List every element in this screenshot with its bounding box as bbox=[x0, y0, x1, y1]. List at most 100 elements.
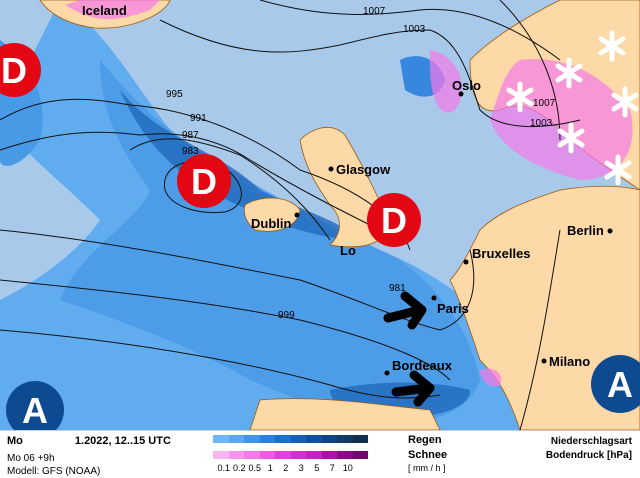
color-swatch bbox=[306, 435, 322, 443]
tick: 0.1 bbox=[217, 463, 230, 473]
city-label-dublin: Dublin bbox=[251, 216, 291, 231]
model-run: Mo 06 +9h bbox=[7, 453, 55, 464]
city-label-berlin: Berlin bbox=[567, 223, 604, 238]
low-label: D bbox=[381, 200, 407, 241]
isobar-label: 1007 bbox=[363, 6, 386, 17]
snowflake-icon bbox=[604, 154, 632, 186]
color-swatch bbox=[244, 435, 260, 443]
tick: 5 bbox=[314, 463, 320, 473]
city-dot bbox=[541, 358, 547, 364]
tick: 0.5 bbox=[248, 463, 261, 473]
color-swatch bbox=[321, 435, 337, 443]
tick: 7 bbox=[329, 463, 335, 473]
color-swatch bbox=[275, 435, 291, 443]
high-pressure-marker bbox=[591, 355, 640, 413]
color-swatch bbox=[259, 435, 275, 443]
rain-color-scale bbox=[213, 435, 368, 443]
color-swatch bbox=[306, 451, 322, 459]
snow-symbols bbox=[506, 30, 639, 186]
snow-areas bbox=[65, 0, 633, 387]
valid-time: Mo 1.2022, 12..15 UTC bbox=[7, 435, 171, 447]
low-pressure-marker bbox=[367, 193, 421, 247]
city-dot bbox=[384, 370, 390, 376]
low-label: D bbox=[1, 50, 27, 91]
tick: 0.2 bbox=[232, 463, 246, 473]
snowflake-icon bbox=[555, 57, 583, 89]
city-dot bbox=[328, 166, 334, 172]
color-swatch bbox=[228, 435, 244, 443]
city-dot bbox=[458, 91, 464, 97]
isobar-label: 1003 bbox=[403, 24, 426, 35]
low-label: D bbox=[191, 161, 217, 202]
city-label-glasgow: Glasgow bbox=[336, 162, 391, 177]
isobar-label: 999 bbox=[278, 310, 295, 321]
precipitation-pressure-map: 1007 1003 995 991 987 983 981 999 1007 1… bbox=[0, 0, 640, 430]
tick: 10 bbox=[342, 463, 353, 473]
precip-type-label: Niederschlagsart bbox=[550, 436, 632, 447]
scale-ticks: 0.1 0.2 0.5 1 2 3 5 7 10 bbox=[216, 463, 356, 473]
color-swatch bbox=[213, 435, 229, 443]
valid-time-end: 1.2022, 12..15 UTC bbox=[74, 435, 171, 447]
isobar-label: 991 bbox=[190, 113, 207, 124]
tick: 2 bbox=[283, 463, 289, 473]
color-swatch bbox=[352, 435, 368, 443]
isobar-label: 1007 bbox=[533, 98, 556, 109]
snowflake-icon bbox=[506, 81, 534, 113]
high-label: A bbox=[607, 364, 633, 405]
snowflake-icon bbox=[557, 122, 585, 154]
valid-time-start: Mo bbox=[7, 435, 23, 447]
high-label: A bbox=[22, 390, 48, 430]
color-swatch bbox=[244, 451, 260, 459]
city-dot bbox=[463, 259, 469, 265]
city-label-bordeaux: Bordeaux bbox=[392, 358, 453, 373]
isobar-labels: 1007 1003 995 991 987 983 981 999 1007 1… bbox=[166, 6, 556, 321]
cities: Iceland Glasgow Dublin Lo Bruxelles Berl… bbox=[82, 3, 613, 376]
color-swatch bbox=[352, 451, 368, 459]
tick: 3 bbox=[298, 463, 304, 473]
city-label-iceland: Iceland bbox=[82, 3, 127, 18]
isobar-label: 983 bbox=[182, 146, 199, 157]
pressure-label: Bodendruck [hPa] bbox=[545, 450, 632, 461]
ireland-land bbox=[243, 197, 301, 232]
low-pressure-marker bbox=[177, 154, 231, 208]
tick: 1 bbox=[267, 463, 273, 473]
isobars bbox=[0, 0, 581, 430]
city-label-oslo: Oslo bbox=[452, 78, 481, 93]
city-label-paris: Paris bbox=[437, 301, 469, 316]
wind-arrows bbox=[383, 291, 435, 407]
low-pressure-marker bbox=[0, 43, 41, 97]
city-label-london: Lo bbox=[340, 243, 356, 258]
spain-land bbox=[249, 398, 441, 430]
isobar-label: 987 bbox=[182, 130, 199, 141]
city-label-milano: Milano bbox=[549, 354, 590, 369]
isobar-label: 981 bbox=[389, 283, 406, 294]
color-swatch bbox=[337, 435, 353, 443]
arrow-icon bbox=[391, 370, 435, 407]
city-dot bbox=[607, 228, 613, 234]
model-name: Modell: GFS (NOAA) bbox=[7, 466, 101, 477]
rain-label: Regen bbox=[408, 434, 442, 446]
color-swatch bbox=[337, 451, 353, 459]
pressure-centres: D D D A A bbox=[0, 43, 640, 430]
color-swatch bbox=[321, 451, 337, 459]
snowflake-icon bbox=[598, 30, 626, 62]
isobar-label: 1003 bbox=[530, 118, 553, 129]
color-swatch bbox=[259, 451, 275, 459]
arrow-icon bbox=[383, 291, 427, 330]
snow-color-scale bbox=[213, 451, 368, 459]
unit-label: [ mm / h ] bbox=[408, 463, 446, 473]
high-pressure-marker bbox=[6, 381, 64, 430]
city-dot bbox=[431, 295, 437, 301]
city-dot bbox=[294, 212, 300, 218]
snow-label: Schnee bbox=[408, 449, 448, 461]
color-swatch bbox=[290, 435, 306, 443]
color-swatch bbox=[213, 451, 229, 459]
color-swatch bbox=[290, 451, 306, 459]
snowflake-icon bbox=[611, 86, 639, 118]
isobar-label: 995 bbox=[166, 89, 183, 100]
color-swatch bbox=[228, 451, 244, 459]
legend-panel: Mo 1.2022, 12..15 UTC Mo 06 +9h Modell: G… bbox=[0, 430, 640, 478]
color-swatch bbox=[275, 451, 291, 459]
city-label-bruxelles: Bruxelles bbox=[472, 246, 531, 261]
